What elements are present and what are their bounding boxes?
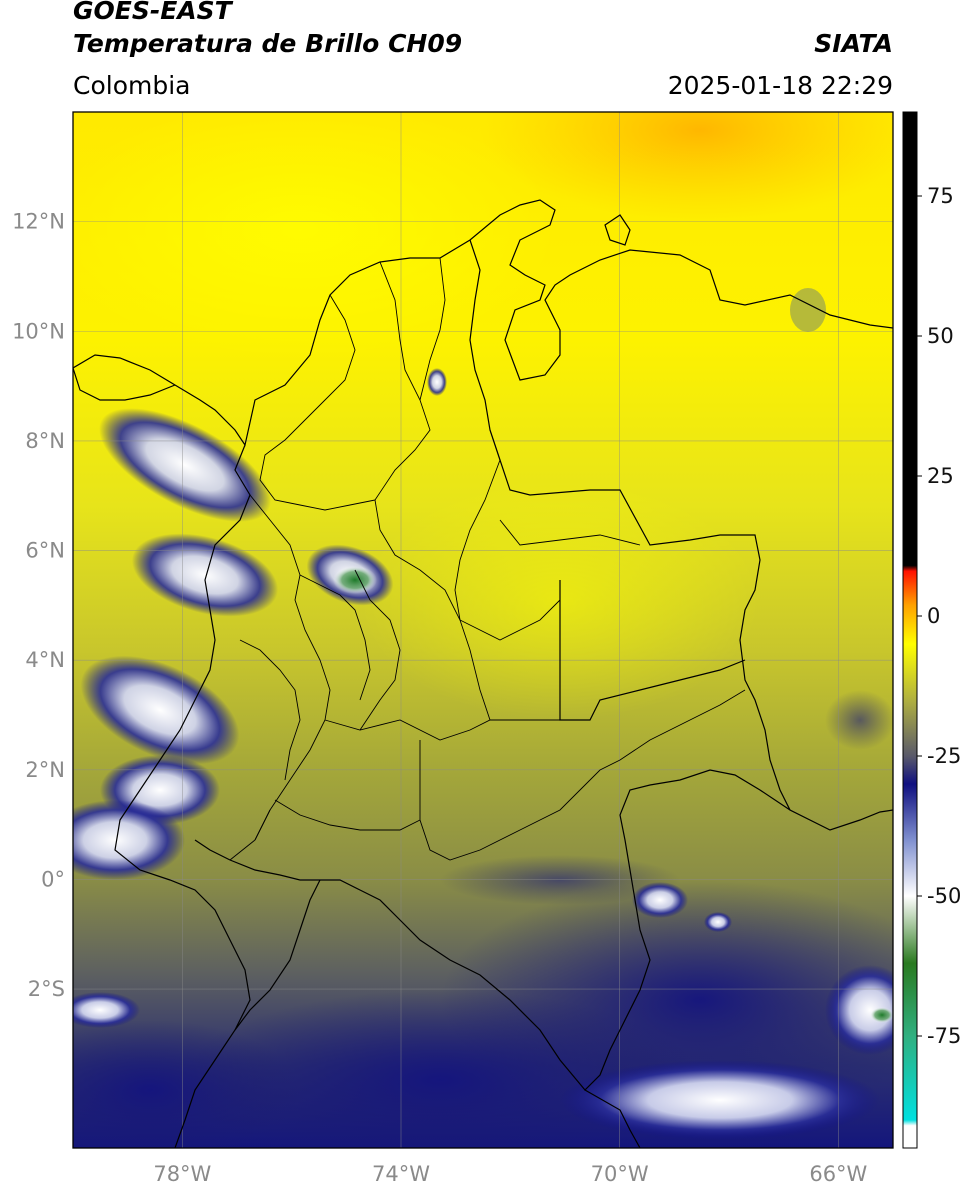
convective-cell-antioquia	[306, 368, 447, 606]
colorbar-tick-label: 25	[927, 464, 954, 488]
lon-tick-label: 66°W	[809, 1162, 867, 1186]
map-frame	[72, 111, 894, 1149]
guajira-peninsula	[604, 214, 631, 246]
cloud-cluster-northwest	[73, 408, 279, 1028]
lat-tick-label: 12°N	[12, 210, 65, 234]
map-gridlines	[73, 112, 893, 1148]
pacific-coastline	[114, 444, 251, 1148]
colorbar-tick-label: 75	[927, 184, 954, 208]
colorbar: 75 50 25 0 -25 -50 -75	[902, 111, 961, 1149]
region-label: Colombia	[73, 71, 191, 100]
colorbar-ticks: 75 50 25 0 -25 -50 -75	[917, 184, 961, 1048]
colombia-venezuela-border	[469, 239, 893, 831]
colorbar-tick-label: -75	[927, 1024, 961, 1048]
venezuela-internal	[559, 580, 746, 721]
panama-outline	[73, 367, 176, 401]
colorbar-tick-label: -25	[927, 744, 961, 768]
lat-tick-label: 4°N	[25, 648, 65, 672]
lon-tick-label: 78°W	[153, 1162, 211, 1186]
satellite-title: GOES-EAST	[73, 0, 232, 25]
brand-label: SIATA	[814, 29, 893, 58]
colorbar-tick-label: 0	[927, 604, 940, 628]
colorbar-tick-label: -50	[927, 884, 961, 908]
colombia-peru-border	[194, 839, 586, 1091]
lat-tick-label: 2°S	[28, 977, 65, 1001]
longitude-labels: 78°W 74°W 70°W 66°W	[153, 1162, 867, 1186]
lat-tick-label: 8°N	[25, 429, 65, 453]
lat-tick-label: 6°N	[25, 539, 65, 563]
lat-tick-label: 0°	[41, 867, 65, 891]
coastlines-and-borders	[73, 199, 893, 1148]
colorbar-tick-label: 50	[927, 324, 954, 348]
lat-tick-label: 10°N	[12, 319, 65, 343]
lon-tick-label: 70°W	[591, 1162, 649, 1186]
colombia-brazil-border	[584, 769, 791, 1148]
ecuador-peru-border	[234, 879, 321, 1031]
datetime-label: 2025-01-18 22:29	[667, 71, 893, 100]
brightness-temperature-field	[73, 112, 893, 1148]
product-title: Temperatura de Brillo CH09	[73, 29, 463, 58]
department-boundaries	[229, 257, 746, 861]
caribbean-coastline	[73, 199, 893, 447]
cloud-cluster-south	[73, 855, 893, 1148]
lat-tick-label: 2°N	[25, 758, 65, 782]
lon-tick-label: 74°W	[372, 1162, 430, 1186]
latitude-labels: 12°N 10°N 8°N 6°N 4°N 2°N 0° 2°S	[12, 210, 65, 1001]
